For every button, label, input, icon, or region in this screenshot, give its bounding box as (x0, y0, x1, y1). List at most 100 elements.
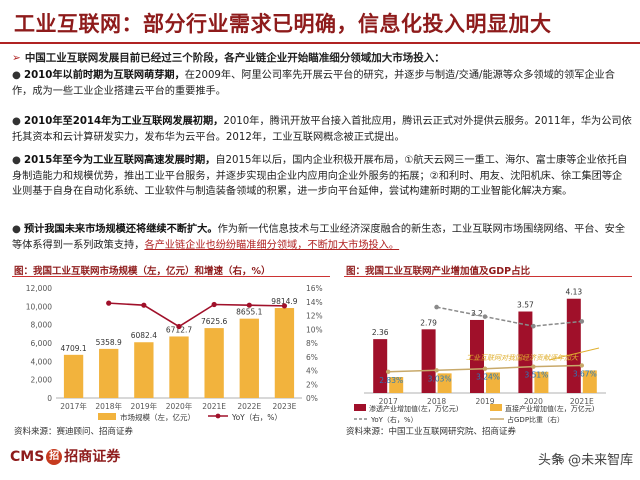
page-number: - 56 - (545, 455, 572, 466)
chart1-bar (63, 354, 84, 398)
chart1-bar (274, 308, 295, 398)
lead-text: 中国工业互联网发展目前已经过三个阶段，各产业链企业开始瞄准细分领域加大市场投入： (24, 52, 445, 64)
chart2-bar-label: 2.79 (420, 318, 437, 327)
chart2-legend-gdp: 占GDP比重（右） (507, 415, 564, 424)
chart1-bar (134, 342, 154, 398)
triangle-bullet-icon: ➢ (12, 52, 21, 64)
chart1-bar-label: 9814.9 (271, 297, 297, 306)
chart2-legend-swatch-direct (490, 404, 502, 411)
chart1-yoy-point (246, 302, 252, 308)
chart1-bar-label: 8655.1 (236, 308, 262, 317)
chart2-bar-direct (437, 373, 452, 393)
chart2-gdp-label: 2.83% (379, 376, 403, 385)
chart2-bar-direct (582, 370, 597, 393)
chart2-bar-penetrate (470, 319, 484, 393)
chart1-yright-tick: 4% (306, 367, 318, 376)
chart2-gdp-label: 3.51% (524, 371, 548, 380)
chart1-yleft-tick: 2,000 (31, 376, 53, 385)
paragraph-2-bold: 2010年至2014年为工业互联网发展初期， (24, 116, 224, 127)
chart1-bar-label: 6712.7 (166, 325, 192, 334)
chart2-annotation-arrow (548, 347, 600, 361)
chart1-rule (12, 276, 330, 277)
chart1-yoy-point (106, 300, 112, 306)
chart1-yleft-tick: 4,000 (31, 357, 53, 366)
chart1-yleft-tick: 10,000 (26, 302, 52, 311)
chart2-gdp-point (482, 366, 488, 371)
chart1-yoy-point (211, 301, 217, 308)
chart1-yleft-tick: 6,000 (31, 339, 53, 348)
chart1-x-tick: 2017年 (60, 401, 87, 411)
chart1-yleft-tick: 0 (47, 394, 52, 403)
paragraph-2: ● 2010年至2014年为工业互联网发展初期，2010年，腾讯开放平台接入首批应… (12, 114, 632, 145)
paragraph-4-highlight: 各产业链企业也纷纷瞄准细分领域，不断加大市场投入。 (144, 239, 400, 251)
watermark: 头条 @未来智库 (538, 453, 634, 468)
paragraph-3-text: 自2015年以后，国内企业积极开展布局，①航天云网三一重工、海尔、富士康等企业依… (12, 155, 628, 197)
paragraph-4-bold: 预计我国未来市场规模还将继续不断扩大。 (24, 224, 218, 235)
chart1-bar (204, 328, 224, 398)
chart2-annotation: 工业互联网对我国经济贡献逐年加大 (466, 354, 579, 362)
chart1-yright-tick: 0% (306, 394, 318, 403)
chart2-legend-yoy: YoY（右，%） (370, 415, 418, 424)
chart2-source: 资料来源：中国工业互联网研究院、招商证券 (346, 427, 517, 437)
chart1-yoy-point (281, 303, 288, 309)
chart2-bar-penetrate (421, 329, 436, 393)
chart2-yoy-point (482, 314, 488, 319)
chart1-yoy-line (108, 302, 285, 328)
page-title: 工业互联网：部分行业需求已明确，信息化投入明显加大 (14, 12, 552, 36)
chart1-legend-swatch-bar (98, 413, 116, 420)
chart2-bar-direct (534, 371, 549, 393)
bullet-icon: ● (12, 70, 21, 81)
chart1-bar-label: 5358.9 (96, 338, 122, 347)
logo-circle-icon: 招 (46, 449, 63, 465)
chart2-gdp-point (386, 369, 391, 374)
chart1-yright-tick: 2% (306, 380, 318, 389)
bullet-icon: ● (12, 116, 21, 127)
chart1-x-tick: 2022E (237, 402, 261, 411)
paragraph-1-bold: 2010年以前时期为互联网萌芽期， (24, 70, 185, 81)
paragraph-1: ● 2010年以前时期为互联网萌芽期，在2009年、阿里公司率先开展云平台的研究，… (12, 68, 632, 99)
chart1-bar-label: 7625.6 (201, 317, 227, 326)
paragraph-1-text: 在2009年、阿里公司率先开展云平台的研究，并逐步与制造/交通/能源等众多领域的… (12, 70, 615, 97)
chart2-bar-penetrate (373, 339, 388, 393)
bullet-icon: ● (12, 155, 21, 166)
chart1-title: 图：我国工业互联网市场规模（左，亿元）和增速（右，%） (14, 266, 271, 277)
chart2-bar-direct (389, 377, 404, 393)
chart1-legend-bar-label: 市场规模（左，亿元） (120, 412, 195, 422)
chart1-yleft-tick: 12,000 (26, 284, 52, 293)
chart1-bar (169, 336, 189, 398)
chart2-x-tick: 2021E (570, 397, 594, 406)
chart2-legend-direct: 直接产业增加值(左，万亿元) (505, 404, 595, 413)
chart2-bar-label: 3.2 (471, 309, 483, 318)
chart2-legend-swatch-penetrate (354, 404, 366, 411)
chart1-yright-tick: 16% (306, 284, 323, 293)
chart2-legend-penetrate: 渗透产业增加值(左，万亿元) (369, 404, 459, 413)
chart2-yoy-point (531, 323, 536, 329)
chart2-x-tick: 2019 (475, 397, 494, 406)
chart2-gdp-point (579, 363, 584, 368)
chart2-rule (344, 276, 632, 277)
logo-cn-text: 招商证券 (64, 449, 121, 465)
chart1-svg: 0 2,000 4,000 6,000 8,000 10,000 12,000 0% 2% 4% 6… (26, 284, 323, 422)
chart2-yoy-line (436, 306, 582, 327)
bullet-icon: ● (12, 224, 21, 235)
chart2-bar-penetrate (518, 311, 533, 393)
cms-logo: CMS 招招商证券 (10, 446, 120, 466)
paragraph-2-text: 2010年，腾讯开放平台接入首批应用，腾讯云正式对外提供云服务。2011年，华为… (12, 116, 632, 143)
chart2-gdp-label: 3.67% (573, 369, 597, 378)
chart1-bar-label: 6082.4 (131, 331, 157, 340)
chart1-x-tick: 2019年 (131, 401, 158, 411)
chart1-yright-tick: 8% (306, 339, 318, 348)
chart2-svg: 2.36 2017 2.79 2018 3.2 2019 3.57 2020 4.13 2021E… (354, 288, 606, 424)
chart2-x-tick: 2020 (524, 397, 543, 406)
chart2-bar-penetrate (566, 298, 581, 393)
paragraph-4: ● 预计我国未来市场规模还将继续不断扩大。作为新一代信息技术与工业经济深度融合的新… (12, 222, 632, 253)
logo-cms-text: CMS (10, 449, 45, 465)
chart1-bar (239, 318, 259, 398)
chart1-x-tick: 2018年 (95, 401, 122, 411)
chart2-title: 图：我国工业互联网产业增加值及GDP占比 (346, 266, 531, 277)
chart1-yright-tick: 6% (306, 353, 318, 362)
chart1-source: 资料来源：赛迪顾问、招商证券 (14, 427, 134, 437)
chart2-bar-label: 4.13 (565, 288, 582, 297)
chart1-x-tick: 2021E (202, 402, 226, 411)
lead-line: ➢ 中国工业互联网发展目前已经过三个阶段，各产业链企业开始瞄准细分领域加大市场投入… (12, 50, 445, 65)
